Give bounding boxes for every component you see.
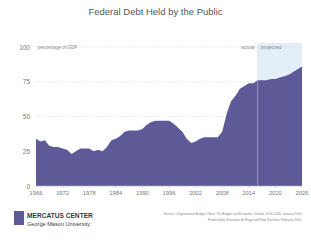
annotation: projected xyxy=(261,44,282,50)
x-tick-label: 1996 xyxy=(163,190,176,196)
logo-text: MERCATUS CENTER xyxy=(27,212,93,219)
y-tick-label: 100 xyxy=(19,44,30,51)
x-tick xyxy=(275,186,276,188)
x-tick xyxy=(115,186,116,188)
y-tick-label: 25 xyxy=(23,148,31,155)
chart: Federal Debt Held by the Public actual pro… xyxy=(0,0,311,240)
x-tick xyxy=(142,186,143,188)
x-tick-label: 1990 xyxy=(136,190,149,196)
projection-divider xyxy=(257,43,258,186)
x-tick-label: 1966 xyxy=(30,190,43,196)
x-tick-label: 2014 xyxy=(242,190,256,196)
title: Federal Debt Held by the Public xyxy=(88,6,222,17)
x-tick xyxy=(169,186,170,188)
y-tick-label: 50 xyxy=(23,113,31,120)
logo-subtext: George Mason University xyxy=(27,221,90,227)
x-tick xyxy=(36,186,37,188)
area xyxy=(36,66,302,186)
plot-area xyxy=(36,66,302,186)
x-tick-label: 2008 xyxy=(216,190,229,196)
source-note: Source: Congressional Budget Office, The… xyxy=(164,212,302,216)
x-tick xyxy=(62,186,63,188)
x-tick-label: 2020 xyxy=(269,190,282,196)
background xyxy=(0,0,311,240)
y-axis-label: percentage of GDP xyxy=(38,45,77,50)
logo-icon xyxy=(14,211,24,225)
y-tick-label: 75 xyxy=(23,78,31,85)
x-tick-label: 1978 xyxy=(83,190,96,196)
x-tick xyxy=(195,186,196,188)
x-tick-label: 2002 xyxy=(189,190,202,196)
x-tick xyxy=(89,186,90,188)
x-tick-label: 2026 xyxy=(296,190,309,196)
y-tick-label: 0 xyxy=(26,183,30,190)
x-tick-label: 1972 xyxy=(56,190,69,196)
annotation: actual xyxy=(241,44,254,50)
x-tick xyxy=(248,186,249,188)
source-note: Produced by Veronique de Rugy and Rizqi … xyxy=(208,218,302,222)
x-tick-label: 1984 xyxy=(109,190,123,196)
x-tick xyxy=(222,186,223,188)
x-tick xyxy=(302,186,303,188)
